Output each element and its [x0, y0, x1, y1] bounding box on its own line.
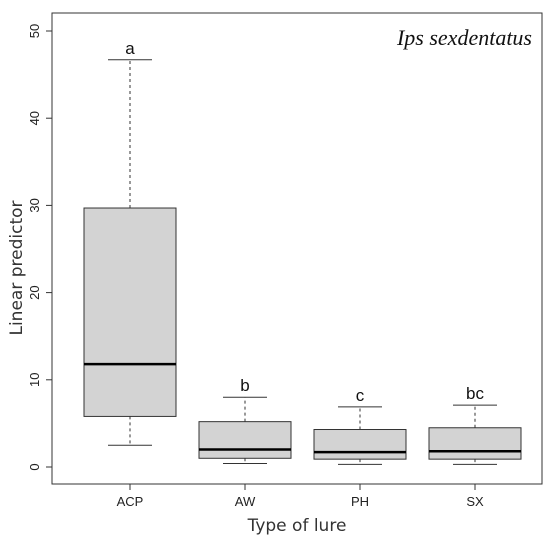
box-sx — [428, 427, 522, 460]
box-acp — [83, 207, 177, 417]
y-tick-label: 0 — [27, 463, 42, 470]
box-ph — [313, 429, 407, 460]
plot-frame — [51, 12, 543, 485]
y-tick-label: 20 — [27, 285, 42, 299]
y-tick-label: 30 — [27, 198, 42, 212]
significance-letter: c — [356, 386, 365, 405]
significance-letter: a — [125, 39, 135, 58]
significance-letter: b — [240, 376, 249, 395]
x-tick-label: ACP — [117, 494, 144, 509]
x-tick-label: AW — [235, 494, 256, 509]
x-axis-title: Type of lure — [247, 516, 347, 536]
y-tick-label: 10 — [27, 373, 42, 387]
x-tick-label: PH — [351, 494, 369, 509]
y-axis-title: Linear predictor — [7, 200, 27, 335]
y-tick-label: 50 — [27, 24, 42, 38]
box-aw — [198, 421, 292, 459]
x-tick-label: SX — [466, 494, 484, 509]
chart-title: Ips sexdentatus — [396, 25, 532, 50]
y-tick-label: 40 — [27, 111, 42, 125]
significance-letter: bc — [466, 384, 484, 403]
